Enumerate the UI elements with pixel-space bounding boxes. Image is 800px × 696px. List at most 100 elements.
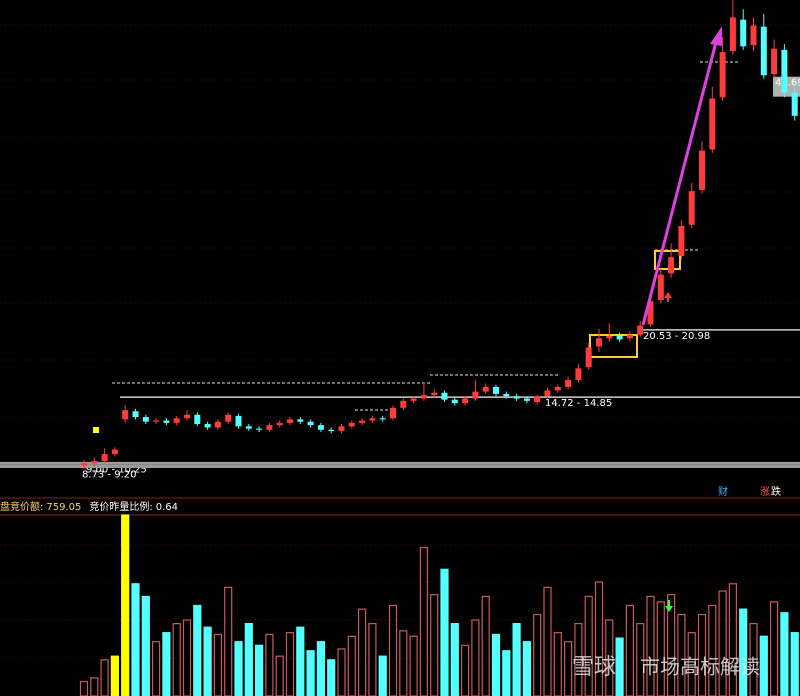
candle-body <box>225 414 232 422</box>
volume-bar <box>646 595 655 696</box>
volume-bar <box>90 677 99 696</box>
volume-bar <box>255 644 264 696</box>
candle-body <box>596 338 602 347</box>
candle-body <box>647 301 654 325</box>
volume-bar <box>430 594 439 696</box>
volume-bar <box>316 641 325 696</box>
candle-body <box>245 426 252 429</box>
volume-bar <box>193 604 202 696</box>
candle-body <box>750 25 757 46</box>
volume-bar <box>461 644 470 696</box>
volume-bar <box>358 608 367 696</box>
indicator-label: 竞价昨量比例: <box>89 500 152 513</box>
volume-bar <box>378 655 387 696</box>
volume-bar <box>203 626 212 696</box>
volume-bar <box>131 583 140 696</box>
candle-body <box>359 420 366 423</box>
volume-bar <box>718 590 727 696</box>
candle-body <box>287 419 293 423</box>
volume-bar <box>244 622 253 696</box>
level-label: 9.00 - 10.25 <box>86 464 147 475</box>
indicator-value: 759.05 <box>46 502 81 513</box>
tab[interactable]: 涨 <box>760 486 770 498</box>
candle-body <box>338 426 345 431</box>
candle-body <box>678 225 685 257</box>
candle-body <box>462 398 469 404</box>
candle-body <box>153 420 160 422</box>
tab[interactable]: 财 <box>718 485 728 498</box>
watermark: 市场高标解读 <box>640 655 760 679</box>
volume-bar <box>234 641 243 696</box>
candle-body <box>668 257 675 274</box>
candle-body <box>493 386 499 394</box>
volume-bar <box>687 632 696 696</box>
candle-body <box>420 395 427 399</box>
volume-bar <box>285 632 295 696</box>
candle-body <box>565 379 572 387</box>
volume-bar <box>584 595 593 696</box>
candle-body <box>441 392 448 400</box>
indicator-label: 盘竞价额: <box>0 500 43 513</box>
level-label: 8.73 - 9.20 <box>82 470 137 481</box>
candle-body <box>523 398 530 401</box>
volume-bar <box>666 594 676 696</box>
candle-body <box>173 418 180 423</box>
candle-body <box>81 463 87 466</box>
volume-bar <box>296 626 305 696</box>
volume-bar <box>121 514 130 696</box>
volume-bar <box>450 622 459 696</box>
candle-body <box>317 425 324 430</box>
volume-bar <box>759 635 768 696</box>
indicator-value: 0.64 <box>156 502 178 513</box>
marker <box>93 427 99 433</box>
volume-bar <box>79 680 89 696</box>
candle-body <box>637 325 644 335</box>
volume-bar <box>110 655 120 696</box>
volume-bar <box>141 595 150 696</box>
candle-body <box>585 347 592 368</box>
volume-bar <box>162 632 171 696</box>
volume-bar <box>152 641 161 696</box>
candle-body <box>740 19 747 47</box>
candle-body <box>111 449 118 455</box>
volume-bar <box>337 648 346 696</box>
candle-body <box>91 461 98 464</box>
volume-bar <box>533 613 542 696</box>
volume-bar <box>265 633 274 696</box>
candle-body <box>554 386 561 391</box>
candle-body <box>699 150 705 190</box>
volume-bar <box>213 633 222 696</box>
candle-body <box>214 421 221 428</box>
candle-body <box>771 48 778 75</box>
volume-bar <box>502 650 511 696</box>
down-arrow-icon <box>665 600 673 612</box>
volume-bar <box>409 635 418 696</box>
volume-bar <box>553 632 562 696</box>
candle-body <box>122 410 129 420</box>
candle-body <box>781 49 788 93</box>
candle-body <box>410 398 417 401</box>
volume-bar <box>728 583 738 696</box>
volume-bar <box>790 632 799 696</box>
volume-bar <box>347 635 356 696</box>
volume-bar <box>656 601 665 696</box>
candle-body <box>657 274 664 301</box>
candle-body <box>379 418 386 420</box>
volume-bar <box>708 604 717 696</box>
candle-body <box>194 414 201 425</box>
volume-bar <box>615 637 624 696</box>
volume-bar <box>543 586 552 696</box>
dashed-resistance <box>112 61 740 411</box>
tab[interactable]: 跌 <box>771 485 781 498</box>
level-label: 41.69 <box>775 78 800 89</box>
candle-body <box>472 391 479 399</box>
volume-bar <box>275 655 284 696</box>
candle-body <box>348 422 355 427</box>
candle-body <box>266 425 273 430</box>
candle-body <box>307 421 314 426</box>
volume-bar <box>440 568 449 696</box>
volume-bar <box>399 630 408 696</box>
candle-body <box>328 429 335 431</box>
volume-bar <box>368 622 377 696</box>
volume-bar <box>512 622 521 696</box>
